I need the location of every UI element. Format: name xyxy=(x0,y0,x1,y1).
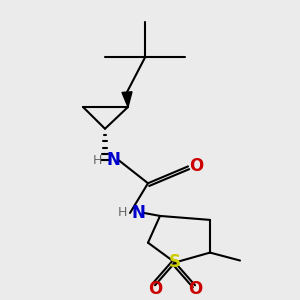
Text: S: S xyxy=(169,254,181,272)
Polygon shape xyxy=(122,92,132,107)
Text: H: H xyxy=(92,154,102,167)
Text: N: N xyxy=(131,204,145,222)
Text: O: O xyxy=(148,280,162,298)
Text: N: N xyxy=(106,152,120,169)
Text: O: O xyxy=(189,158,203,175)
Text: H: H xyxy=(117,206,127,220)
Text: O: O xyxy=(188,280,202,298)
